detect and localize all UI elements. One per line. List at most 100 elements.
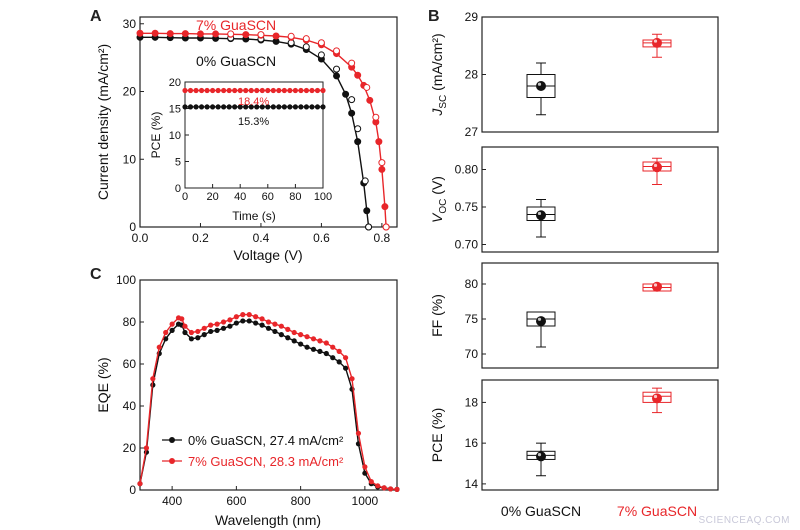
y-tick-label: 10: [169, 130, 181, 142]
y-tick-label: 18: [465, 395, 479, 409]
iv-data-point: [242, 31, 250, 39]
panel-a-inset: 0 20 40 60 80 100 0 5 10 15 20 Time (s) PCE (%) 18…: [149, 77, 332, 223]
panel-a-ticks: 0.0 0.2 0.4 0.6 0.8 0 10 20 30: [123, 17, 391, 245]
iv-data-point: [302, 35, 310, 43]
pce-time-point: [210, 87, 216, 94]
eqe-data-point: [323, 350, 329, 357]
y-tick-label: 14: [465, 477, 479, 491]
eqe-data-point: [330, 355, 336, 361]
pce-time-point: [287, 104, 293, 110]
pce-time-point: [309, 87, 315, 94]
pce-time-point: [314, 104, 321, 110]
box-mean-highlight: [537, 452, 542, 457]
y-tick-label: 0: [129, 220, 136, 234]
panel-b-category-gua: 7% GuaSCN: [617, 503, 697, 519]
pce-time-point: [248, 104, 254, 110]
eqe-data-point: [240, 312, 246, 318]
box-mean-marker: [536, 81, 546, 91]
iv-data-point: [363, 83, 371, 91]
pce-time-point: [292, 104, 298, 110]
pce-time-point: [298, 104, 304, 110]
y-tick-label: 0: [175, 183, 181, 195]
panel-b-subplot: 0.70 0.75 0.80 VOC (V): [429, 146, 719, 253]
x-tick-label: 80: [289, 191, 301, 203]
panel-b: B 27 28 29 JSC (mA/cm²) 0.70 0.75 0.80 VOC (V) 7…: [428, 8, 719, 519]
y-tick-label: 100: [116, 273, 136, 287]
eqe-data-point: [387, 486, 394, 492]
pce-time-point: [265, 87, 271, 94]
panel-c: C 400 600 800 1000 0 20 40 60 80 100 Wavelength (…: [90, 266, 400, 528]
pce-time-point: [204, 104, 210, 110]
box-mean-highlight: [653, 39, 658, 43]
box-mean-marker: [536, 316, 546, 327]
iv-data-point: [333, 65, 341, 73]
y-tick-label: 29: [465, 10, 479, 24]
pce-time-point: [187, 104, 194, 110]
eqe-data-point: [227, 317, 233, 323]
panel-a-series: [136, 29, 390, 231]
iv-data-point: [317, 39, 325, 47]
iv-data-point: [348, 109, 356, 117]
pce-time-point: [226, 104, 232, 110]
eqe-data-point: [259, 322, 265, 328]
pce-time-point: [221, 104, 227, 110]
panel-letter-a: A: [90, 8, 102, 25]
iv-data-point: [227, 30, 235, 38]
eqe-data-point: [278, 332, 284, 338]
box-mean-highlight: [537, 211, 542, 216]
box-mean-marker: [652, 281, 662, 292]
eqe-data-point: [240, 318, 246, 324]
x-tick-label: 60: [262, 191, 274, 203]
box-mean-highlight: [653, 394, 658, 399]
iv-data-point: [354, 71, 362, 79]
pce-time-point: [270, 104, 276, 110]
panel-a-gua-label: 7% GuaSCN: [196, 17, 276, 33]
pce-time-point: [298, 87, 304, 94]
panel-c-y-label: EQE (%): [95, 357, 111, 412]
x-tick-label: 20: [206, 191, 218, 203]
iv-data-point: [381, 203, 389, 211]
panel-a: A 0.0 0.2 0.4 0.6 0.8 0 10 20 30 Voltage (V) Cur…: [90, 8, 398, 263]
panel-c-ticks: 400 600 800 1000 0 20 40 60 80 100: [116, 273, 379, 508]
pce-time-point: [193, 104, 199, 110]
x-tick-label: 100: [314, 191, 332, 203]
pce-time-point: [232, 104, 238, 110]
pce-time-point: [254, 104, 260, 110]
pce-time-point: [265, 104, 271, 110]
eqe-data-point: [188, 336, 194, 342]
pce-time-point: [243, 87, 249, 94]
y-tick-label: 75: [465, 312, 479, 326]
pce-time-point: [187, 87, 194, 94]
pce-time-point: [248, 87, 254, 94]
x-tick-label: 0.6: [313, 231, 330, 245]
eqe-data-point: [182, 329, 188, 336]
legend-gua-marker: [169, 458, 175, 464]
pce-time-point: [243, 104, 249, 110]
pce-time-point: [281, 87, 287, 94]
x-tick-label: 0.4: [253, 231, 270, 245]
eqe-data-point: [310, 336, 317, 342]
eqe-data-point: [336, 348, 342, 354]
eqe-data-point: [253, 320, 259, 326]
pce-time-point: [182, 104, 188, 110]
eqe-data-point: [220, 319, 227, 325]
panel-b-subplot: 27 28 29 JSC (mA/cm²): [429, 10, 719, 139]
iv-data-point: [372, 113, 380, 121]
eqe-data-point: [208, 328, 214, 335]
panel-b-category-control: 0% GuaSCN: [501, 503, 581, 519]
pce-time-point: [193, 87, 199, 94]
pce-time-point: [226, 87, 232, 94]
iv-data-point: [317, 51, 325, 59]
panel-a-control-label: 0% GuaSCN: [196, 53, 276, 69]
pce-time-point: [287, 87, 293, 94]
x-tick-label: 40: [234, 191, 246, 203]
iv-data-point: [333, 72, 341, 80]
subplot-frame: [481, 262, 719, 369]
eqe-data-point: [201, 332, 207, 338]
iv-data-point: [272, 32, 280, 40]
eqe-data-point: [362, 464, 368, 470]
iv-data-point: [342, 90, 350, 98]
eqe-data-point: [246, 312, 252, 318]
